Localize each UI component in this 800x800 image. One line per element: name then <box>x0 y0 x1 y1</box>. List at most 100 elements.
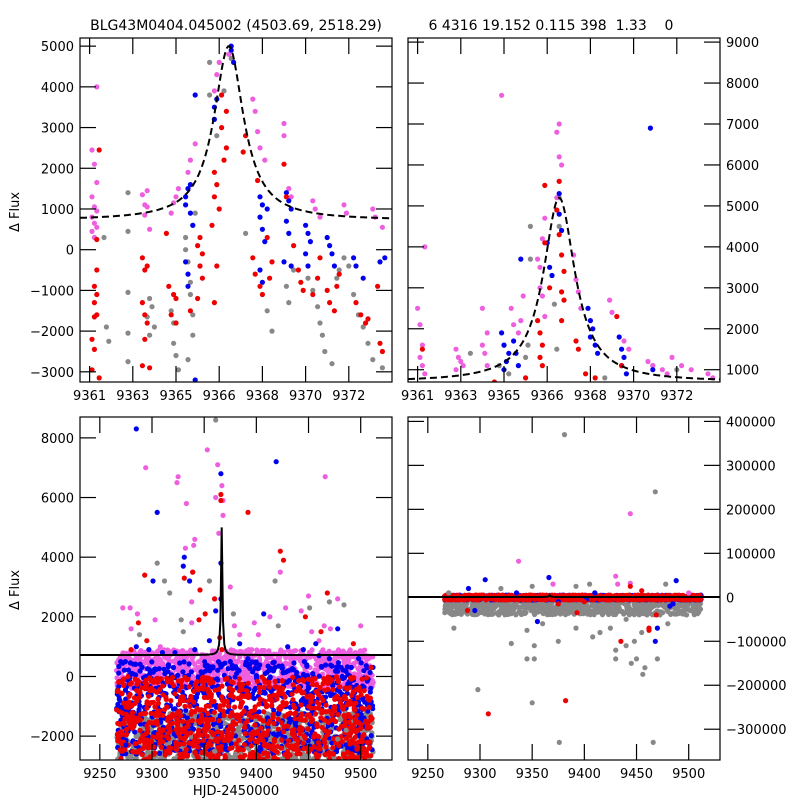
data-point-blue <box>232 674 238 680</box>
data-point-blue <box>316 673 322 679</box>
data-point-blue <box>329 740 335 746</box>
data-point-red <box>523 375 529 381</box>
data-point-red <box>256 684 262 691</box>
data-point-red <box>236 676 243 682</box>
data-point-red <box>96 147 102 153</box>
data-point-red <box>573 338 579 344</box>
data-point-blue <box>202 659 208 665</box>
data-point-red <box>189 718 195 724</box>
data-point-violet <box>419 363 425 369</box>
data-point-red <box>271 720 277 727</box>
x-tick-label: 9500 <box>344 767 377 782</box>
data-point-red <box>219 647 225 653</box>
data-point-violet <box>539 236 546 242</box>
data-point-red <box>375 283 381 289</box>
data-point-red <box>291 243 297 249</box>
data-point-gray <box>341 255 347 261</box>
data-point-red <box>350 723 356 729</box>
data-point-gray <box>307 605 313 611</box>
data-point-red <box>353 300 359 306</box>
data-point-gray <box>180 629 186 635</box>
data-point-red <box>139 255 145 261</box>
data-point-red <box>257 283 263 289</box>
data-point-violet <box>283 655 289 661</box>
data-point-blue <box>341 675 348 681</box>
data-point-blue <box>291 667 297 673</box>
data-point-violet <box>669 354 675 360</box>
data-point-gray <box>522 605 528 611</box>
data-point-blue <box>137 721 144 727</box>
data-point-red <box>286 738 292 744</box>
data-point-red <box>188 730 194 736</box>
data-point-red <box>142 312 148 318</box>
data-point-red <box>182 703 188 709</box>
data-point-violet <box>185 169 191 175</box>
data-point-violet <box>535 256 541 262</box>
data-point-red <box>180 754 186 760</box>
data-point-blue <box>335 668 341 674</box>
data-point-gray <box>272 578 278 584</box>
data-point-red <box>176 732 182 738</box>
data-point-blue <box>368 733 374 739</box>
data-point-red <box>210 752 216 758</box>
data-point-red <box>289 727 295 733</box>
data-point-violet <box>310 198 316 204</box>
data-point-blue <box>303 699 309 705</box>
data-point-red <box>200 737 207 743</box>
data-point-blue <box>288 263 294 269</box>
data-point-blue <box>323 662 329 668</box>
data-point-red <box>91 300 97 306</box>
data-point-blue <box>259 202 265 208</box>
data-point-blue <box>585 305 591 311</box>
data-point-red <box>325 686 331 692</box>
data-point-violet <box>210 670 216 677</box>
data-point-violet <box>343 656 349 662</box>
data-point-red <box>259 291 265 298</box>
data-point-red <box>214 182 220 188</box>
data-point-red <box>299 711 305 717</box>
data-point-red <box>256 715 263 721</box>
data-point-red <box>252 704 258 710</box>
data-point-red <box>219 92 225 98</box>
data-point-violet <box>231 623 237 629</box>
data-point-red <box>219 125 225 131</box>
data-point-violet <box>204 447 210 453</box>
data-point-red <box>119 741 125 747</box>
data-point-violet <box>508 305 514 311</box>
data-point-blue <box>283 218 289 224</box>
data-point-red <box>354 746 360 752</box>
data-point-blue <box>245 656 251 662</box>
data-point-blue <box>292 720 298 727</box>
x-tick-label: 9363 <box>444 389 477 404</box>
data-point-gray <box>525 342 531 348</box>
data-point-red <box>347 731 354 737</box>
data-point-violet <box>267 614 273 620</box>
data-point-violet <box>94 208 100 214</box>
data-point-red <box>226 731 232 737</box>
data-point-blue <box>161 666 167 672</box>
data-point-blue <box>192 647 198 653</box>
data-point-blue <box>250 669 256 675</box>
data-point-violet <box>460 363 466 369</box>
y-tick-label: 0 <box>66 670 74 685</box>
data-point-blue <box>180 563 186 569</box>
data-point-red <box>252 722 258 728</box>
data-point-blue <box>286 230 292 236</box>
panel-top-left: 9361 9363 9365 9366 9368 9370 9372−3000−2000−1… <box>30 37 393 404</box>
data-point-red <box>201 683 207 689</box>
data-point-red <box>222 753 228 759</box>
data-point-red <box>367 724 373 730</box>
data-point-red <box>556 178 562 184</box>
data-point-red <box>260 750 266 757</box>
data-point-red <box>197 263 203 269</box>
data-point-red <box>323 702 329 708</box>
y-tick-label: 6000 <box>726 159 759 174</box>
data-point-gray <box>213 417 219 423</box>
data-point-gray <box>310 287 316 293</box>
data-point-gray <box>125 190 131 196</box>
data-point-gray <box>125 359 131 365</box>
data-point-red <box>337 684 343 690</box>
data-point-red <box>199 275 205 281</box>
data-point-violet <box>174 480 180 486</box>
data-point-gray <box>315 304 321 310</box>
